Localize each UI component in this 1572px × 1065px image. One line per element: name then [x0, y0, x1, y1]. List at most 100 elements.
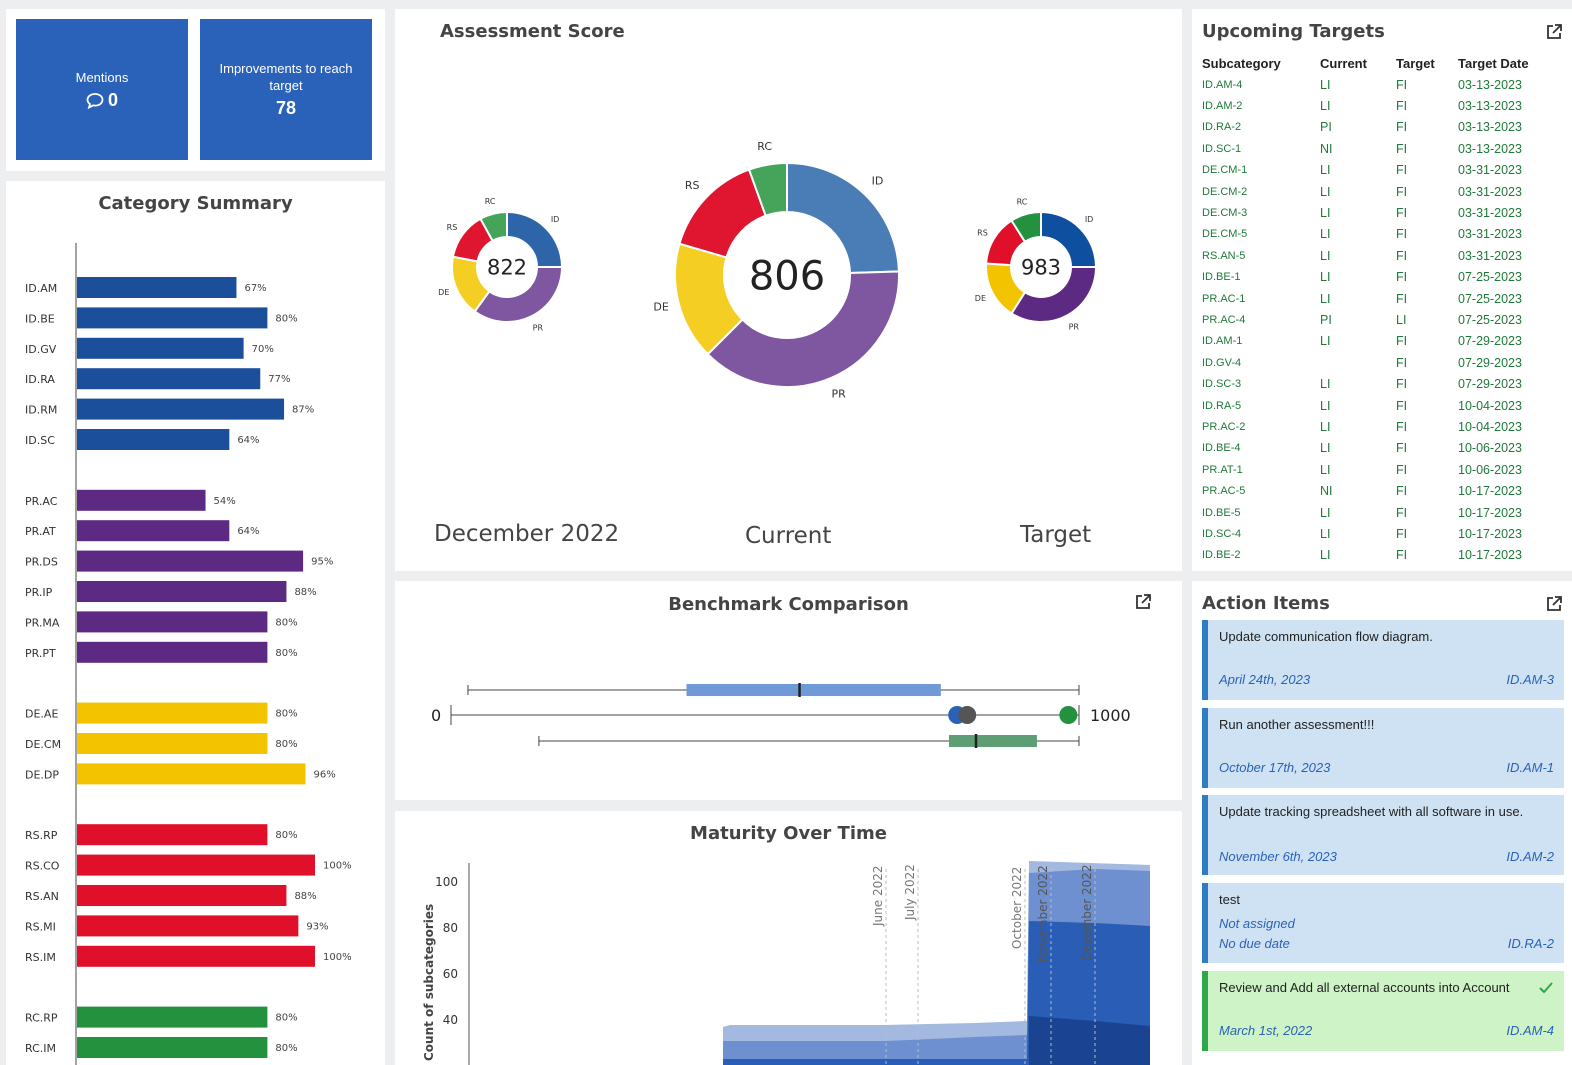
col-target[interactable]: Target: [1396, 56, 1435, 71]
action-items-panel: Action Items Update communication flow d…: [1192, 581, 1572, 1065]
cell-target-date: 03-31-2023: [1458, 184, 1522, 199]
action-item-text: Review and Add all external accounts int…: [1219, 980, 1510, 995]
cell-current: LI: [1320, 526, 1331, 541]
col-target-date[interactable]: Target Date: [1458, 56, 1529, 71]
mentions-label: Mentions: [75, 69, 129, 85]
cell-subcategory: ID.GV-4: [1202, 356, 1242, 369]
table-row[interactable]: ID.RA-5 LI FI 10-04-2023: [1202, 395, 1529, 416]
cell-target-date: 10-06-2023: [1458, 462, 1522, 477]
category-bar: [77, 611, 268, 633]
cell-target-date: 10-17-2023: [1458, 484, 1522, 499]
cell-subcategory: ID.SC-3: [1202, 378, 1242, 391]
category-value: 64%: [237, 435, 259, 446]
cell-subcategory: DE.CM-2: [1202, 185, 1248, 198]
category-label: ID.BE: [25, 312, 55, 325]
table-row[interactable]: ID.BE-5 LI FI 10-17-2023: [1202, 502, 1529, 523]
cell-target: FI: [1396, 441, 1408, 456]
maturity-chart: 100 80 60 40 Count of subcategories June…: [422, 861, 1150, 1065]
action-item[interactable]: Run another assessment!!! October 17th, …: [1202, 708, 1564, 788]
action-item[interactable]: test Not assigned No due date ID.RA-2: [1202, 883, 1564, 963]
category-bar: [77, 550, 304, 572]
table-row[interactable]: ID.RA-2 PI FI 03-13-2023: [1202, 117, 1529, 138]
cell-target: FI: [1396, 355, 1408, 370]
table-row[interactable]: ID.SC-1 NI FI 03-13-2023: [1202, 138, 1529, 159]
cell-target-date: 03-31-2023: [1458, 248, 1522, 263]
category-label: RS.IM: [25, 951, 56, 964]
cell-current: LI: [1320, 291, 1331, 306]
cell-target: FI: [1396, 398, 1408, 413]
col-current[interactable]: Current: [1320, 56, 1367, 71]
table-row[interactable]: PR.AC-5 NI FI 10-17-2023: [1202, 480, 1529, 501]
cell-target-date: 03-31-2023: [1458, 163, 1522, 178]
donut-slice: [747, 161, 788, 218]
table-row[interactable]: DE.CM-3 LI FI 03-31-2023: [1202, 202, 1529, 223]
cell-subcategory: ID.BE-1: [1202, 271, 1241, 284]
action-item[interactable]: Update tracking spreadsheet with all sof…: [1202, 795, 1564, 875]
action-item-text: Update tracking spreadsheet with all sof…: [1219, 804, 1524, 819]
category-label: PR.AT: [25, 525, 56, 538]
cell-current: LI: [1320, 270, 1331, 285]
box-iqr: [949, 735, 1037, 747]
marker-november: November 2022: [1036, 865, 1050, 962]
table-row[interactable]: DE.CM-1 LI FI 03-31-2023: [1202, 160, 1529, 181]
table-row[interactable]: ID.AM-1 LI FI 07-29-2023: [1202, 331, 1529, 352]
ytick-80: 80: [443, 921, 458, 935]
table-row[interactable]: ID.AM-4 LI FI 03-13-2023: [1202, 74, 1529, 95]
cell-target: FI: [1396, 248, 1408, 263]
table-row[interactable]: RS.AN-5 LI FI 03-31-2023: [1202, 245, 1529, 266]
donut-slice-label: ID: [872, 175, 884, 188]
category-value: 100%: [323, 861, 352, 872]
table-header-row: Subcategory Current Target Target Date: [1202, 53, 1529, 74]
cell-target: LI: [1396, 312, 1407, 327]
table-row[interactable]: PR.AC-2 LI FI 10-04-2023: [1202, 416, 1529, 437]
table-row[interactable]: PR.AC-1 LI FI 07-25-2023: [1202, 288, 1529, 309]
marker-june: June 2022: [871, 866, 885, 928]
table-row[interactable]: ID.BE-4 LI FI 10-06-2023: [1202, 438, 1529, 459]
table-row[interactable]: PR.AT-1 LI FI 10-06-2023: [1202, 459, 1529, 480]
table-row[interactable]: DE.CM-5 LI FI 03-31-2023: [1202, 224, 1529, 245]
action-item-date: April 24th, 2023: [1219, 672, 1311, 687]
action-item-completed[interactable]: Review and Add all external accounts int…: [1202, 971, 1564, 1051]
category-label: RS.CO: [25, 860, 60, 873]
donut-slice-label: RC: [1017, 198, 1028, 207]
table-row[interactable]: ID.GV-4 FI 07-29-2023: [1202, 352, 1529, 373]
cell-target: FI: [1396, 484, 1408, 499]
category-bar: [77, 520, 230, 542]
ytick-40: 40: [443, 1013, 458, 1027]
external-link-icon[interactable]: [1544, 22, 1564, 42]
improvements-tile[interactable]: Improvements to reach target 78: [200, 19, 372, 160]
upcoming-targets-title: Upcoming Targets: [1202, 21, 1385, 42]
table-row[interactable]: DE.CM-2 LI FI 03-31-2023: [1202, 181, 1529, 202]
category-label: ID.GV: [25, 343, 57, 356]
cell-current: LI: [1320, 377, 1331, 392]
category-bar: [77, 581, 287, 602]
category-bar: [77, 641, 268, 663]
cell-subcategory: DE.CM-3: [1202, 207, 1248, 220]
table-row[interactable]: ID.AM-2 LI FI 03-13-2023: [1202, 95, 1529, 116]
cell-subcategory: ID.BE-2: [1202, 549, 1241, 562]
table-row[interactable]: ID.BE-1 LI FI 07-25-2023: [1202, 267, 1529, 288]
cell-target-date: 07-29-2023: [1458, 334, 1522, 349]
donut-slice: [1010, 210, 1042, 244]
donut-slice-label: PR: [1069, 323, 1080, 332]
external-link-icon[interactable]: [1133, 592, 1153, 612]
external-link-icon[interactable]: [1544, 594, 1564, 614]
col-subcategory[interactable]: Subcategory: [1202, 56, 1281, 71]
action-item-date: November 6th, 2023: [1219, 849, 1337, 864]
category-label: DE.CM: [25, 738, 61, 751]
table-row[interactable]: ID.SC-3 LI FI 07-29-2023: [1202, 373, 1529, 394]
donut-slice: [1010, 266, 1098, 323]
table-row[interactable]: ID.SC-4 LI FI 10-17-2023: [1202, 523, 1529, 544]
benchmark-title: Benchmark Comparison: [668, 594, 909, 615]
benchmark-max-label: 1000: [1090, 706, 1131, 725]
category-bar: [77, 489, 206, 511]
cell-target-date: 10-17-2023: [1458, 505, 1522, 520]
action-item[interactable]: Update communication flow diagram. April…: [1202, 620, 1564, 700]
mentions-tile[interactable]: Mentions 0: [16, 19, 188, 160]
table-row[interactable]: ID.BE-2 LI FI 10-17-2023: [1202, 545, 1529, 566]
category-bar: [77, 824, 268, 846]
cell-subcategory: PR.AC-4: [1202, 313, 1246, 326]
action-item-code: ID.AM-4: [1506, 1023, 1554, 1038]
category-value: 88%: [294, 891, 316, 902]
table-row[interactable]: PR.AC-4 PI LI 07-25-2023: [1202, 309, 1529, 330]
